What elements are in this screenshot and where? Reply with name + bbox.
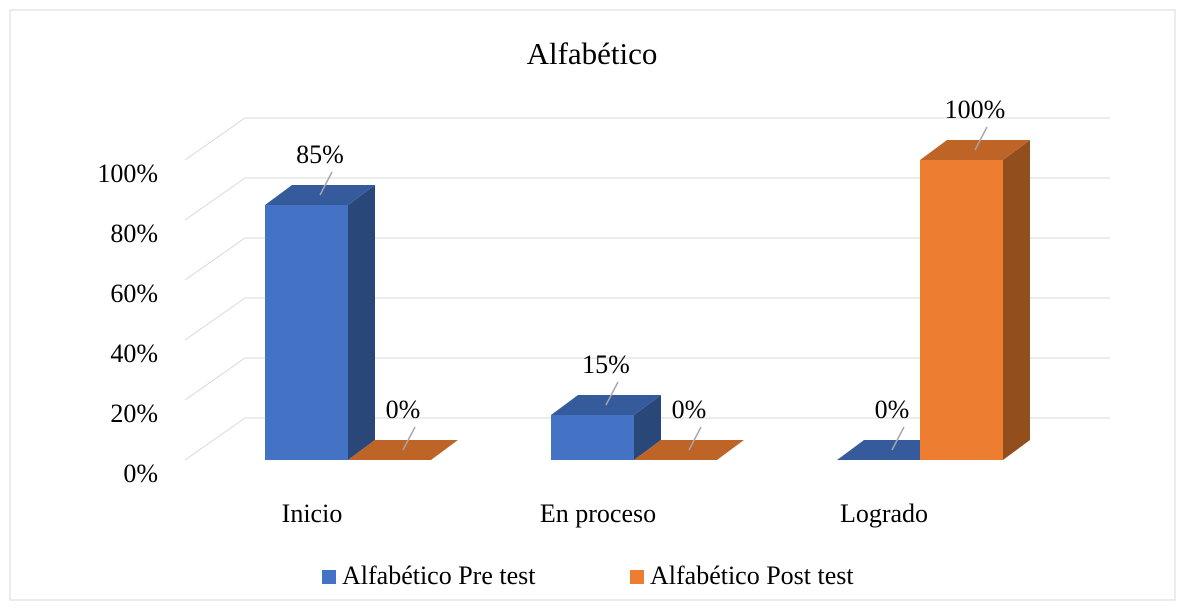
value-label: 0% bbox=[672, 395, 707, 424]
x-tick-label: En proceso bbox=[540, 499, 656, 528]
grid-line bbox=[184, 357, 246, 401]
bar bbox=[920, 140, 1030, 460]
grid-line bbox=[184, 237, 246, 281]
y-tick-label: 40% bbox=[110, 339, 158, 368]
value-label: 85% bbox=[296, 140, 344, 169]
bar bbox=[265, 185, 375, 460]
bar-side bbox=[634, 395, 661, 460]
y-tick-label: 0% bbox=[123, 459, 158, 488]
leader-line bbox=[605, 381, 619, 406]
value-label: 0% bbox=[875, 395, 910, 424]
leader-line bbox=[891, 426, 905, 451]
legend-swatch bbox=[630, 570, 644, 584]
legend-label: Alfabético Post test bbox=[650, 561, 854, 590]
y-tick-label: 20% bbox=[110, 399, 158, 428]
leader-line bbox=[688, 426, 702, 451]
bar-side bbox=[348, 185, 375, 460]
x-tick-label: Inicio bbox=[282, 499, 343, 528]
legend-swatch bbox=[322, 570, 336, 584]
bar bbox=[551, 395, 661, 460]
value-label: 15% bbox=[582, 350, 630, 379]
x-tick-label: Logrado bbox=[840, 499, 928, 528]
grid-line bbox=[184, 297, 246, 341]
leader-line bbox=[402, 426, 416, 451]
grid-line bbox=[184, 117, 246, 161]
bar-front bbox=[551, 415, 634, 460]
value-label: 100% bbox=[945, 95, 1006, 124]
leader-line bbox=[974, 126, 988, 151]
y-tick-label: 100% bbox=[97, 159, 158, 188]
bar-front bbox=[920, 160, 1003, 460]
grid-line bbox=[184, 177, 246, 221]
chart-title: Alfabético bbox=[527, 36, 658, 71]
bar-side bbox=[1003, 140, 1030, 460]
legend-label: Alfabético Pre test bbox=[342, 561, 536, 590]
bar-front bbox=[265, 205, 348, 460]
grid-line bbox=[184, 417, 246, 461]
leader-line bbox=[319, 171, 333, 196]
y-tick-label: 80% bbox=[110, 219, 158, 248]
y-tick-label: 60% bbox=[110, 279, 158, 308]
value-label: 0% bbox=[386, 395, 421, 424]
